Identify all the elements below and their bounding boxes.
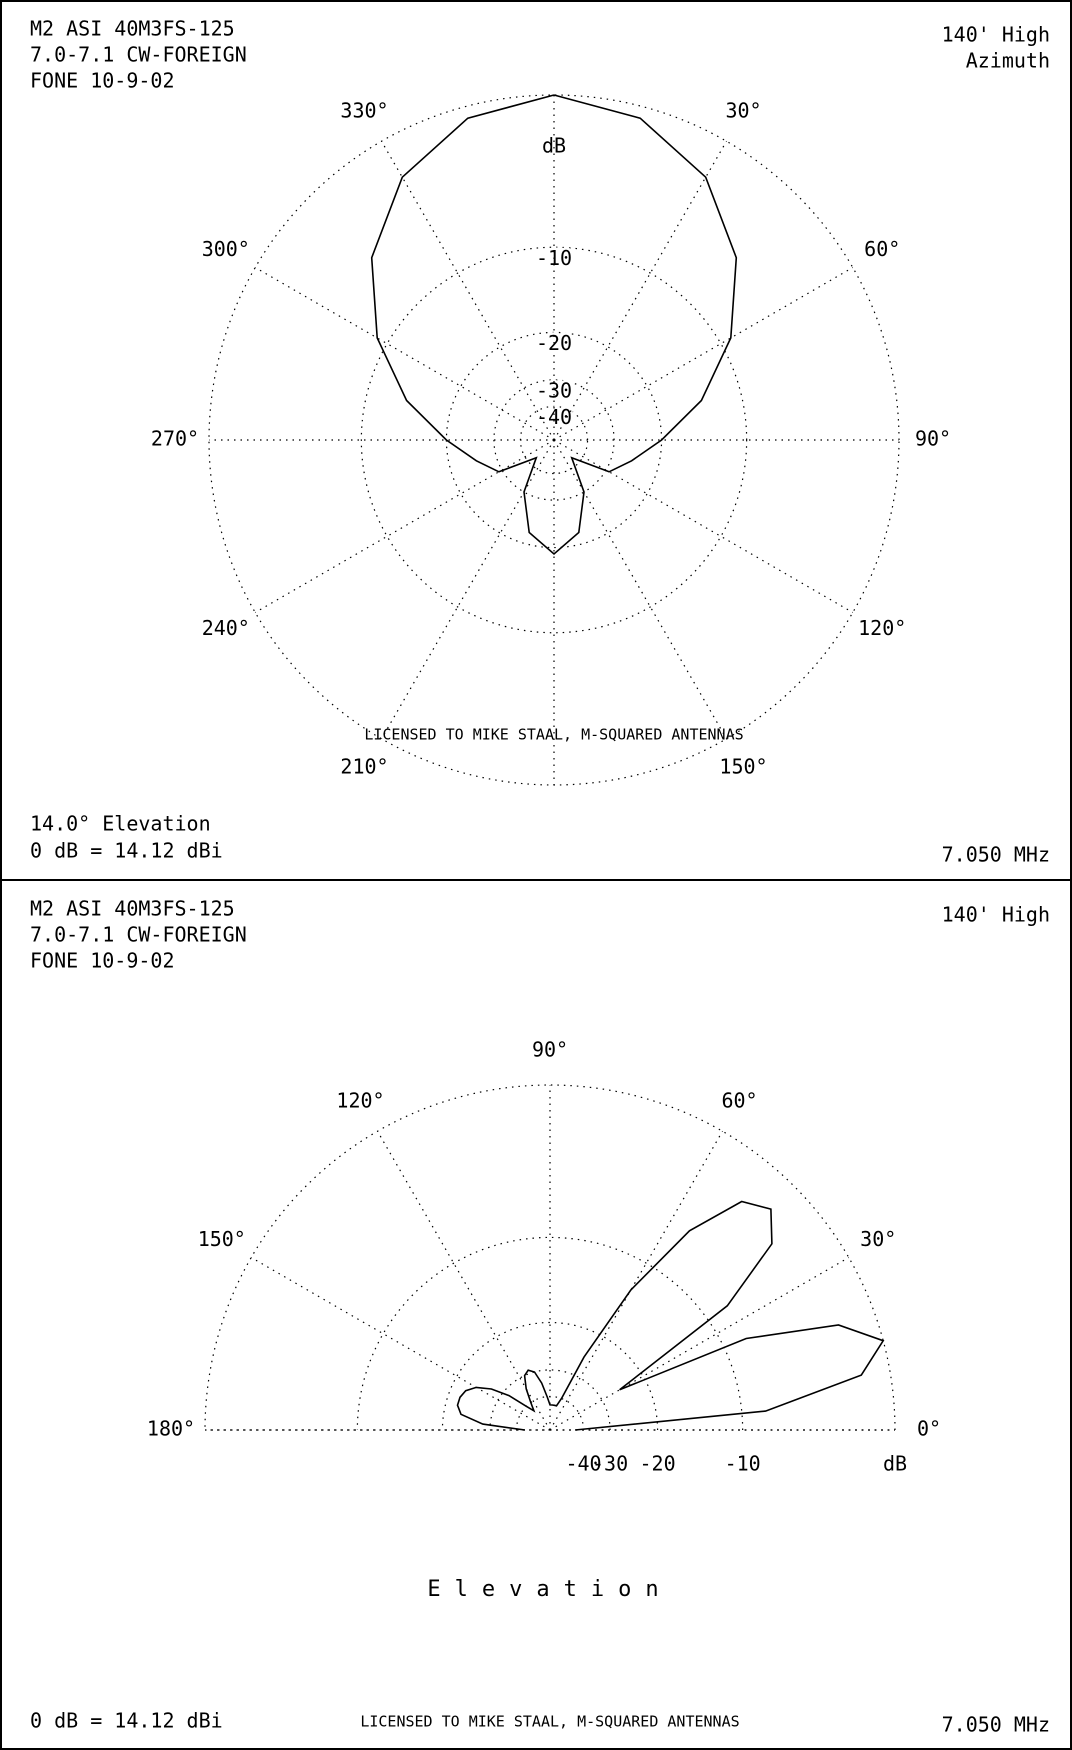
spoke <box>254 266 555 441</box>
spoke <box>250 1256 551 1431</box>
footer-right: 7.050 MHz <box>942 1713 1050 1737</box>
header-line: M2 ASI 40M3FS-125 <box>30 17 235 41</box>
theta-tick-label: 90° <box>915 427 951 451</box>
theta-tick-label: 30° <box>725 98 761 122</box>
theta-tick-label: 240° <box>202 616 250 640</box>
spoke <box>553 266 854 441</box>
theta-tick-label: 270° <box>151 427 199 451</box>
corner-label: 140' High <box>942 23 1050 47</box>
outer-ring <box>204 1084 896 1431</box>
corner-label: 140' High <box>942 903 1050 927</box>
r-tick-label: -20 <box>640 1452 676 1476</box>
r-unit: dB <box>883 1452 907 1476</box>
ring <box>515 1395 585 1431</box>
ring <box>441 1321 659 1431</box>
pattern-line <box>456 1200 885 1431</box>
header-line: 7.0-7.1 CW-FOREIGN <box>30 923 247 947</box>
footer-left: 0 dB = 14.12 dBi <box>30 839 223 863</box>
pattern-line <box>370 94 738 556</box>
theta-tick-label: 150° <box>719 755 767 779</box>
r-tick-label: -20 <box>536 331 572 355</box>
r-tick-label: -40 <box>565 1452 601 1476</box>
theta-tick-label: 300° <box>202 237 250 261</box>
theta-tick-label: 90° <box>532 1038 568 1062</box>
chart-title: Elevation <box>427 1577 672 1602</box>
footer-left: 14.0° Elevation <box>30 812 211 836</box>
spoke <box>380 439 555 740</box>
ring <box>489 1369 611 1431</box>
theta-tick-label: 30° <box>860 1227 896 1251</box>
theta-tick-label: 210° <box>340 755 388 779</box>
r-tick-label: -10 <box>725 1452 761 1476</box>
ring <box>445 331 663 549</box>
theta-tick-label: 0° <box>917 1417 941 1441</box>
corner-label: Azimuth <box>966 49 1050 73</box>
header-line: FONE 10-9-02 <box>30 949 175 973</box>
theta-tick-label: 150° <box>198 1227 246 1251</box>
theta-tick-label: 60° <box>721 1088 757 1112</box>
spoke <box>549 1130 724 1431</box>
r-unit: dB <box>542 133 566 157</box>
theta-tick-label: 120° <box>858 616 906 640</box>
spoke <box>553 439 728 740</box>
spoke <box>380 140 555 441</box>
theta-tick-label: 60° <box>864 237 900 261</box>
spoke <box>553 439 854 614</box>
theta-tick-label: 180° <box>147 1417 195 1441</box>
spoke <box>553 140 728 441</box>
spoke <box>376 1130 551 1431</box>
header-line: 7.0-7.1 CW-FOREIGN <box>30 43 247 67</box>
header-line: FONE 10-9-02 <box>30 69 175 93</box>
spoke <box>254 439 555 614</box>
header-line: M2 ASI 40M3FS-125 <box>30 897 235 921</box>
theta-tick-label: 120° <box>336 1088 384 1112</box>
footer-left: 0 dB = 14.12 dBi <box>30 1709 223 1733</box>
r-tick-label: -30 <box>592 1452 628 1476</box>
ring <box>360 246 748 634</box>
license: LICENSED TO MIKE STAAL, M-SQUARED ANTENN… <box>360 1713 739 1731</box>
theta-tick-label: 330° <box>340 98 388 122</box>
spoke <box>549 1256 850 1431</box>
footer-right: 7.050 MHz <box>942 843 1050 867</box>
license: LICENSED TO MIKE STAAL, M-SQUARED ANTENN… <box>364 726 743 744</box>
